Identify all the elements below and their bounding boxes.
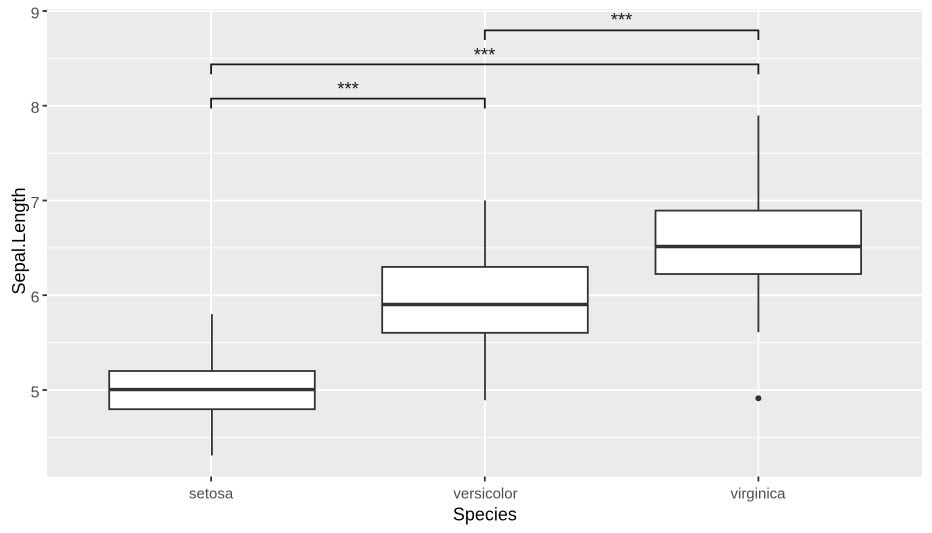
svg-text:***: ***: [337, 78, 359, 99]
svg-text:5: 5: [31, 384, 40, 401]
svg-text:8: 8: [31, 100, 40, 117]
svg-text:***: ***: [474, 44, 496, 65]
svg-text:Sepal.Length: Sepal.Length: [9, 187, 29, 294]
svg-text:Species: Species: [453, 504, 517, 524]
svg-text:***: ***: [611, 9, 633, 30]
svg-text:7: 7: [31, 195, 40, 212]
svg-text:versicolor: versicolor: [453, 486, 517, 503]
svg-text:9: 9: [31, 5, 40, 22]
svg-text:6: 6: [31, 290, 40, 307]
svg-text:setosa: setosa: [189, 486, 234, 503]
svg-text:virginica: virginica: [730, 486, 786, 503]
